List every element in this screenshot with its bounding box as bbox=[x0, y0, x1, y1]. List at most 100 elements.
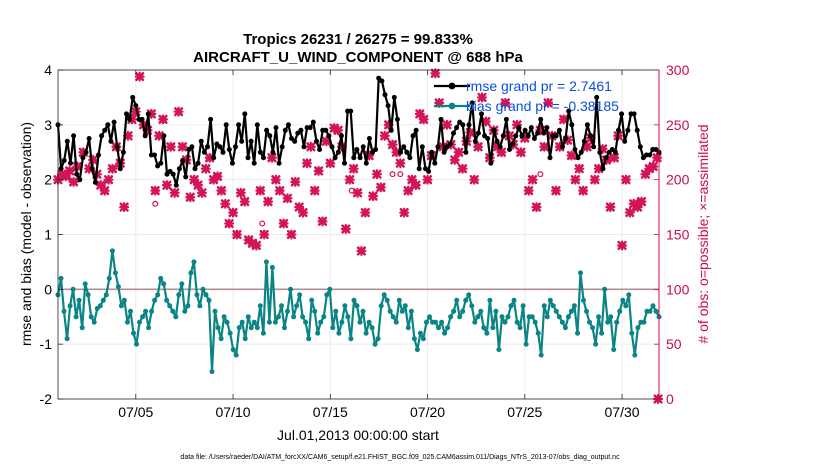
series-point-bias bbox=[424, 319, 429, 325]
series-point-rmse bbox=[257, 149, 263, 155]
obs-assimilated-marker bbox=[558, 114, 569, 125]
series-point-rmse bbox=[510, 141, 516, 147]
series-point-rmse bbox=[242, 111, 248, 117]
series-point-bias bbox=[109, 248, 115, 254]
series-point-rmse bbox=[264, 127, 270, 133]
series-point-rmse bbox=[575, 155, 581, 161]
obs-assimilated-marker bbox=[239, 196, 250, 207]
series-point-rmse bbox=[142, 133, 148, 139]
series-point-bias bbox=[297, 292, 303, 298]
series-point-rmse bbox=[111, 119, 117, 125]
series-point-rmse bbox=[326, 133, 332, 139]
series-point-bias bbox=[559, 319, 565, 325]
series-point-rmse bbox=[460, 122, 466, 128]
series-point-bias bbox=[617, 308, 623, 314]
series-point-bias bbox=[64, 336, 70, 342]
series-point-bias bbox=[472, 319, 478, 325]
series-point-rmse bbox=[86, 136, 92, 141]
obs-assimilated-marker bbox=[305, 141, 316, 152]
series-point-rmse bbox=[560, 144, 565, 150]
chart-title: Tropics 26231 / 26275 = 99.833% bbox=[243, 31, 473, 48]
obs-assimilated-marker bbox=[134, 71, 145, 82]
series-point-bias bbox=[315, 330, 321, 336]
series-point-bias bbox=[257, 303, 263, 309]
series-point-bias bbox=[161, 281, 167, 287]
obs-possible-marker bbox=[537, 171, 544, 178]
series-point-rmse bbox=[127, 116, 133, 122]
series-point-rmse bbox=[198, 138, 204, 144]
series-point-bias bbox=[402, 303, 408, 309]
series-point-rmse bbox=[105, 122, 111, 128]
series-point-rmse bbox=[99, 133, 105, 139]
series-point-rmse bbox=[597, 149, 603, 155]
series-point-rmse bbox=[569, 122, 575, 128]
obs-assimilated-marker bbox=[352, 187, 363, 198]
obs-assimilated-marker bbox=[515, 147, 526, 158]
series-point-bias bbox=[484, 330, 490, 336]
series-point-bias bbox=[381, 292, 387, 298]
obs-assimilated-marker bbox=[325, 158, 336, 169]
series-point-bias bbox=[457, 314, 463, 320]
x-tick-label: 07/20 bbox=[410, 404, 445, 420]
series-point-rmse bbox=[220, 149, 226, 155]
series-point-bias bbox=[571, 303, 577, 309]
series-point-bias bbox=[288, 286, 293, 292]
y-right-tick-label: 150 bbox=[666, 227, 690, 243]
series-point-rmse bbox=[419, 144, 425, 150]
y-right-tick-label: 50 bbox=[666, 336, 682, 352]
series-point-bias bbox=[575, 330, 580, 336]
obs-assimilated-marker bbox=[371, 169, 382, 180]
obs-assimilated-marker bbox=[652, 152, 663, 163]
series-point-rmse bbox=[114, 144, 120, 150]
obs-assimilated-marker bbox=[266, 152, 277, 163]
series-point-bias bbox=[439, 319, 445, 325]
series-point-rmse bbox=[273, 125, 279, 131]
series-point-bias bbox=[260, 330, 266, 336]
obs-assimilated-marker bbox=[309, 185, 320, 196]
series-point-rmse bbox=[382, 92, 388, 98]
obs-assimilated-marker bbox=[274, 185, 285, 196]
series-point-rmse bbox=[385, 103, 391, 109]
series-point-bias bbox=[593, 341, 599, 347]
series-point-bias bbox=[511, 297, 517, 303]
legend-bias-marker bbox=[448, 102, 456, 110]
series-point-bias bbox=[463, 297, 469, 303]
series-point-bias bbox=[70, 286, 76, 292]
series-lines bbox=[55, 75, 662, 375]
series-point-rmse bbox=[310, 119, 316, 125]
series-point-rmse bbox=[279, 144, 285, 150]
series-point-rmse bbox=[176, 166, 182, 172]
series-point-rmse bbox=[61, 158, 67, 163]
obs-assimilated-marker bbox=[403, 185, 414, 196]
series-point-bias bbox=[605, 319, 611, 325]
series-point-bias bbox=[408, 308, 414, 314]
obs-assimilated-marker bbox=[193, 180, 204, 191]
series-point-bias bbox=[532, 319, 538, 325]
series-point-bias bbox=[650, 303, 656, 309]
series-point-bias bbox=[300, 314, 306, 320]
series-point-bias bbox=[547, 297, 553, 303]
series-point-rmse bbox=[588, 133, 593, 139]
series-point-bias bbox=[79, 325, 85, 331]
series-point-rmse bbox=[64, 138, 70, 144]
series-point-bias bbox=[91, 319, 97, 325]
series-point-rmse bbox=[276, 160, 282, 166]
series-point-bias bbox=[584, 308, 589, 314]
series-point-bias bbox=[620, 297, 626, 303]
series-point-bias bbox=[82, 281, 88, 287]
series-point-bias bbox=[200, 286, 206, 292]
series-point-rmse bbox=[513, 133, 519, 139]
obs-assimilated-marker bbox=[185, 192, 196, 203]
series-point-bias bbox=[641, 319, 647, 325]
obs-possible-marker bbox=[259, 220, 266, 227]
series-point-bias bbox=[448, 314, 454, 320]
series-point-rmse bbox=[74, 171, 80, 177]
obs-assimilated-marker bbox=[255, 185, 266, 196]
series-point-bias bbox=[599, 330, 605, 336]
series-point-bias bbox=[562, 325, 568, 331]
series-point-bias bbox=[635, 325, 641, 331]
series-point-rmse bbox=[566, 108, 572, 114]
series-point-bias bbox=[263, 259, 269, 265]
series-point-bias bbox=[556, 314, 562, 320]
series-point-rmse bbox=[426, 168, 432, 174]
